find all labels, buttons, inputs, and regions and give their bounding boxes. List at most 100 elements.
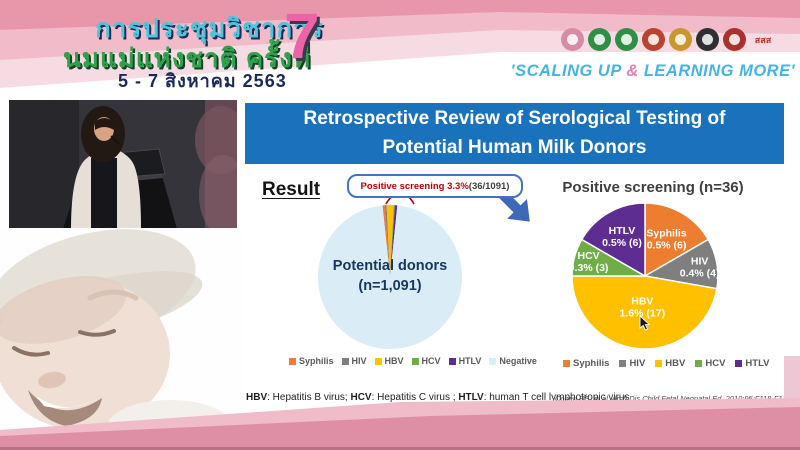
legend-item-hcv: HCV [695,358,725,369]
header-banner-stripes [0,0,800,88]
speaker-top [91,158,117,229]
legend-swatch-htlv [735,360,743,367]
footer-banner-stripes [0,356,800,450]
conference-dates: 5 - 7 สิงหาคม 2563 [118,71,287,91]
legend-swatch-hcv [411,357,419,365]
legend-swatch-hiv [619,360,627,367]
legend-label: HCV [421,356,441,366]
potential-donors-label: Potential donors (n=1,091) [316,257,464,296]
center-label-line1: Potential donors [332,258,448,274]
slide-title-bar: Retrospective Review of Serological Test… [245,103,784,164]
logo-nursing-council-icon [723,28,746,51]
legend-label: HTLV [458,356,482,366]
logo-core [594,34,605,45]
legend-item-hiv: HIV [619,358,645,369]
legend-label: HCV [705,358,726,369]
logo-royal-emblem-red-gold-icon [642,28,665,51]
pie-slice-label-syphilis: Syphilis 0.5% (6) [646,228,686,252]
positive-screening-callout: Positive screening 3.3% (36/1091) [347,174,523,198]
pie-slice-syphilis [644,202,710,278]
logo-core [648,34,659,45]
footnote-hcv-def: : Hepatitis C virus ; [371,392,459,403]
logo-health-department-icon [615,28,638,51]
footnote-htlv-def: : human T cell lymphotropic virus [483,392,630,403]
pie-chart-positive-screening: Syphilis 0.5% (6) HIV 0.4% (4) HBV 1.6% (17) H… [569,202,720,350]
logo-core [621,34,632,45]
legend-label: HBV [384,356,404,366]
logo-breastfeeding-foundation-icon [561,28,584,51]
slide-title: Retrospective Review of Serological Test… [303,108,726,158]
legend-item-syphilis: Syphilis [563,358,609,369]
legend-swatch-syphilis [289,357,296,365]
legend-item-hcv: HCV [411,356,441,366]
pie-slice-hbv [386,204,394,277]
legend-swatch-hbv [655,360,663,367]
footnote-hcv-abbr: HCV [350,392,372,403]
pie-slice-label-htlv: HTLV 0.5% (6) [602,225,642,249]
logo-ministry-public-health-icon [588,28,611,51]
pie-slice-hbv [571,275,718,350]
legend-label: Syphilis [573,358,610,369]
callout-detail: (36/1091) [468,180,510,192]
legend-positive-screening: Syphilis HIV HBV HCV HTLV [563,358,770,369]
slogan-text-2: LEARNING MORE' [638,62,795,80]
logo-core [729,34,740,45]
pie-slice-hiv [384,205,390,277]
legend-swatch-negative [489,357,497,365]
pie-slice-label-hcv: HCV 0.3% (3) [569,250,609,274]
legend-swatch-hcv [695,360,703,367]
logo-royal-emblem-gold-icon [669,28,692,51]
legend-swatch-hbv [374,357,382,365]
mouse-cursor [639,314,651,331]
logo-pediatric-society-icon [696,28,719,51]
pie-chart-potential-donors [317,204,462,349]
slide-graphics: Syphilis 0.5% (6) HIV 0.4% (4) HBV 1.6% (17) H… [317,188,720,350]
logo-core [702,34,713,45]
pie-slice-htlv [390,205,398,277]
legend-item-hbv: HBV [374,356,404,366]
logo-core [675,34,686,45]
conference-title-line2: นมแม่แห่งชาติ ครั้งที่ [63,43,311,73]
legend-label: HTLV [745,358,770,369]
legend-item-htlv: HTLV [735,358,770,369]
logo-thai-health-foundation-icon: สสส [754,34,772,45]
slogan-text-1: 'SCALING UP [510,62,627,80]
legend-label: Negative [499,356,537,366]
footnote-hbv-def: : Hepatitis B virus; [267,392,351,403]
legend-item-hiv: HIV [341,356,367,366]
slogan-ampersand: & [626,62,639,80]
abbreviation-footnote: HBV: Hepatitis B virus; HCV: Hepatitis C… [246,392,630,403]
conference-slogan: 'SCALING UP & LEARNING MORE' [335,62,795,81]
positive-screening-chart-title: Positive screening (n=36) [562,179,744,196]
legend-item-htlv: HTLV [448,356,482,366]
microphone [110,135,120,145]
edition-number: 7 [284,0,320,72]
pie-slice-negative [317,205,462,349]
center-label-line2: (n=1,091) [358,277,422,294]
legend-swatch-hiv [341,357,349,365]
speaker-video [9,100,237,229]
reference-citation: Cohen RS, et al. Arch Dis Child Fetal Ne… [554,394,793,403]
pie-slice-hcv [390,205,395,277]
pie-slice-label-hbv: HBV 1.6% (17) [620,296,666,320]
legend-swatch-htlv [448,357,456,365]
callout-highlight: Positive screening 3.3% [360,180,469,192]
logo-core [567,34,578,45]
legend-item-hbv: HBV [655,358,685,369]
footnote-htlv-abbr: HTLV [458,392,484,403]
footnote-hbv-abbr: HBV [246,392,268,403]
legend-label: HBV [665,358,686,369]
legend-item-syphilis: Syphilis [289,356,334,366]
conference-title-line1: การประชุมวิชาการ [95,13,324,43]
pie-slice-htlv [580,202,646,278]
legend-swatch-syphilis [563,360,570,367]
legend-label: HIV [351,356,367,366]
pie-slice-label-hiv: HIV 0.4% (4) [680,255,720,279]
legend-item-negative: Negative [489,356,537,366]
pie-slice-syphilis [382,205,390,277]
legend-potential-donors: Syphilis HIV HBV HCV HTLV Negative [289,356,537,366]
legend-label: HIV [629,358,646,369]
organizer-logo-row: สสส [561,28,776,51]
legend-label: Syphilis [299,356,334,366]
